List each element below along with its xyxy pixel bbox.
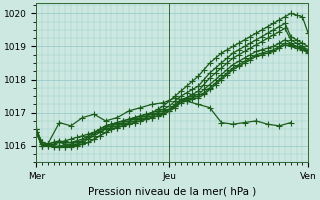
X-axis label: Pression niveau de la mer( hPa ): Pression niveau de la mer( hPa ) xyxy=(88,187,256,197)
